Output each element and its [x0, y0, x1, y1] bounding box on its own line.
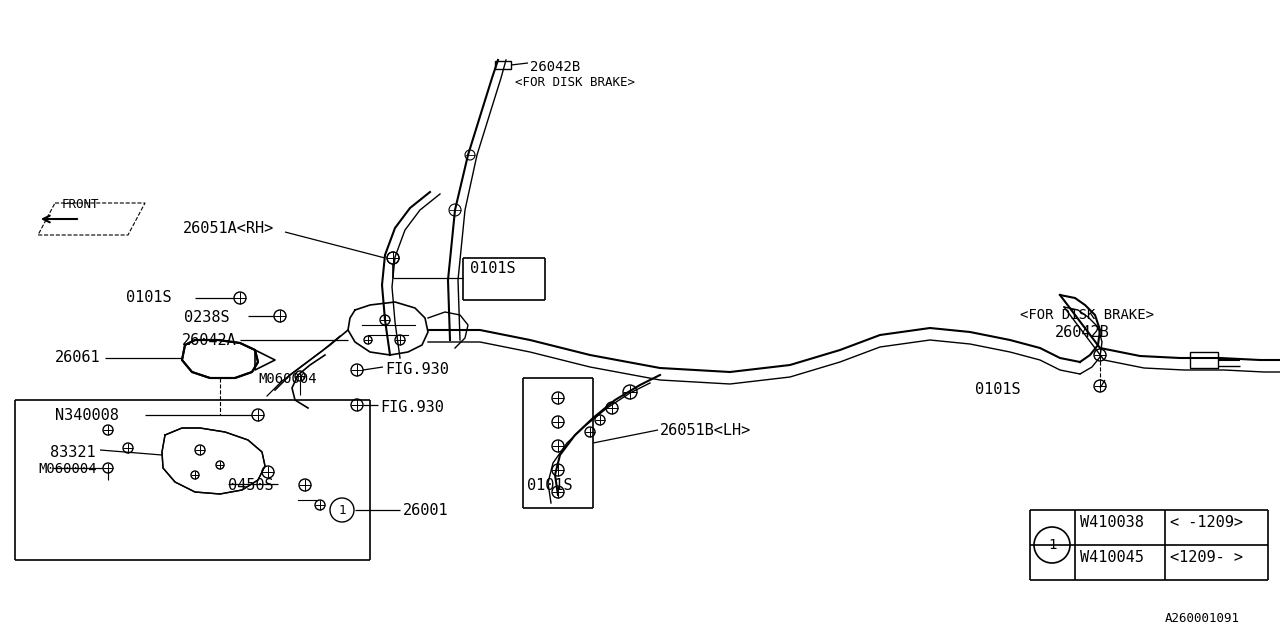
Text: 26051A<RH>: 26051A<RH> — [183, 221, 274, 236]
Text: W410038: W410038 — [1080, 515, 1144, 530]
Text: 83321: 83321 — [50, 445, 96, 460]
Text: 26042B: 26042B — [530, 60, 580, 74]
Text: 1: 1 — [338, 504, 346, 516]
Text: W410045: W410045 — [1080, 550, 1144, 565]
Text: 26001: 26001 — [403, 503, 448, 518]
Text: 0450S: 0450S — [228, 478, 274, 493]
Polygon shape — [182, 340, 259, 378]
Bar — [495, 61, 511, 69]
Text: 26051B<LH>: 26051B<LH> — [660, 423, 751, 438]
Text: 0101S: 0101S — [975, 382, 1020, 397]
Text: M060004: M060004 — [38, 462, 96, 476]
Text: <1209- >: <1209- > — [1170, 550, 1243, 565]
Text: FIG.930: FIG.930 — [385, 362, 449, 377]
Text: 0101S: 0101S — [125, 290, 172, 305]
Text: 0101S: 0101S — [527, 478, 572, 493]
Text: 26042A: 26042A — [182, 333, 237, 348]
Text: 26061: 26061 — [55, 350, 101, 365]
Text: 26042B: 26042B — [1055, 325, 1110, 340]
Text: 1: 1 — [1048, 538, 1056, 552]
Text: N340008: N340008 — [55, 408, 119, 423]
Text: <FOR DISK BRAKE>: <FOR DISK BRAKE> — [1020, 308, 1155, 322]
Polygon shape — [163, 428, 265, 494]
Text: A260001091: A260001091 — [1165, 612, 1240, 625]
Text: M060004: M060004 — [259, 372, 316, 386]
Text: FRONT: FRONT — [61, 198, 100, 211]
Text: 0238S: 0238S — [184, 310, 229, 325]
Text: FIG.930: FIG.930 — [380, 400, 444, 415]
Bar — [1190, 352, 1219, 368]
Text: 0101S: 0101S — [470, 261, 516, 276]
Text: <FOR DISK BRAKE>: <FOR DISK BRAKE> — [515, 76, 635, 89]
Text: < -1209>: < -1209> — [1170, 515, 1243, 530]
